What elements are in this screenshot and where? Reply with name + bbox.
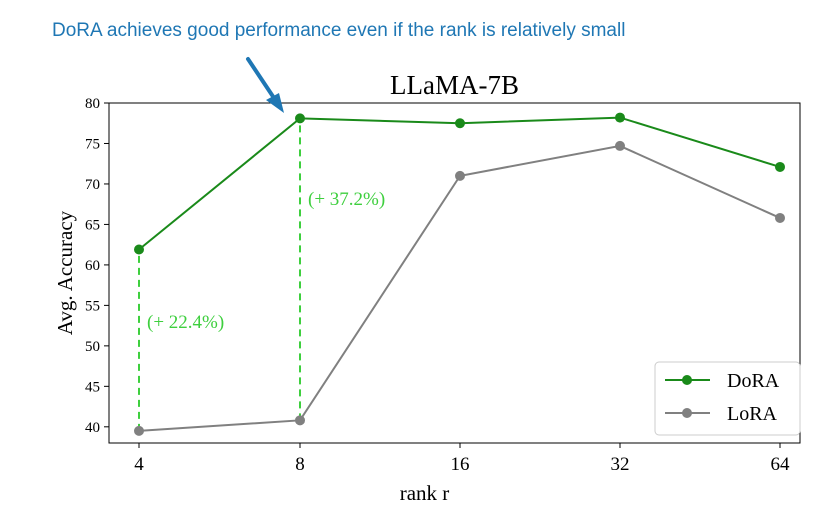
x-tick-label: 4 — [134, 454, 144, 475]
y-tick-label: 70 — [85, 177, 100, 193]
y-tick-label: 50 — [85, 339, 100, 355]
x-tick-label: 32 — [611, 454, 630, 475]
plot-frame — [108, 102, 801, 444]
x-tick-label: 16 — [451, 454, 470, 475]
x-tick-label: 64 — [771, 454, 791, 475]
legend-marker — [682, 375, 692, 385]
data-point-lora — [134, 425, 144, 436]
data-point-lora — [295, 415, 305, 426]
y-tick-label: 65 — [85, 217, 100, 233]
data-point-dora — [134, 244, 144, 255]
data-point-lora — [775, 212, 785, 223]
callout-arrow-shaft — [246, 57, 278, 103]
y-tick-label: 80 — [85, 96, 100, 112]
series-line-dora — [138, 116, 781, 251]
y-axis-label: Avg. Accuracy — [53, 210, 77, 335]
data-point-dora — [615, 112, 625, 123]
x-axis-label: rank r — [400, 481, 450, 505]
chart-title: LLaMA-7B — [390, 70, 519, 100]
legend-marker — [682, 408, 692, 418]
legend-label: DoRA — [727, 370, 780, 392]
data-point-dora — [455, 118, 465, 129]
data-point-lora — [615, 140, 625, 151]
data-point-dora — [775, 161, 785, 172]
y-tick-label: 75 — [85, 136, 100, 152]
data-point-lora — [455, 170, 465, 181]
y-tick-label: 40 — [85, 420, 100, 436]
gap-label: (+ 37.2%) — [308, 189, 385, 210]
y-tick-label: 45 — [85, 379, 100, 395]
data-point-dora — [295, 113, 305, 124]
x-tick-label: 8 — [295, 454, 305, 475]
y-tick-label: 60 — [85, 258, 100, 274]
y-tick-label: 55 — [85, 298, 100, 314]
legend-label: LoRA — [727, 403, 778, 425]
callout-text: DoRA achieves good performance even if t… — [52, 20, 626, 41]
gap-label: (+ 22.4%) — [147, 312, 224, 333]
callout-arrow-head — [266, 93, 284, 113]
